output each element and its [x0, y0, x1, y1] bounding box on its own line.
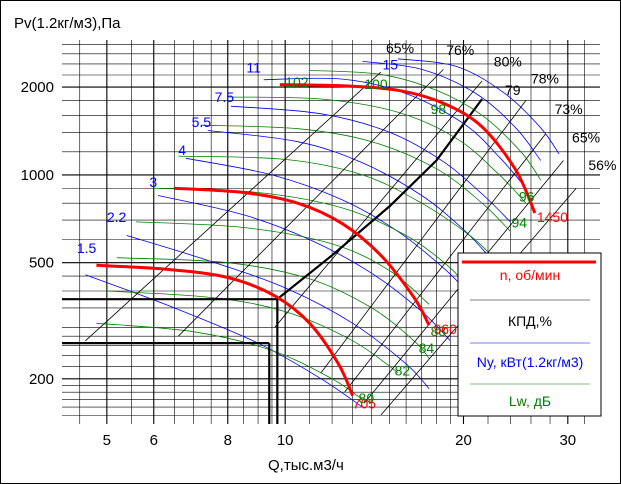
speed-curve-960 [174, 186, 431, 327]
efficiency-label: 80% [494, 54, 522, 70]
efficiency-label: 65% [572, 130, 600, 146]
x-tick-label: 6 [150, 432, 158, 449]
noise-curve [116, 257, 430, 359]
x-tick-label: 20 [455, 432, 472, 449]
best-efficiency-label: 79 [505, 82, 521, 98]
power-label: 1.5 [77, 240, 97, 256]
noise-label: 82 [395, 363, 411, 379]
noise-curve [227, 96, 527, 204]
speed-curves [96, 83, 537, 397]
power-label: 4 [178, 142, 186, 158]
power-curve [263, 77, 527, 189]
efficiency-line [177, 69, 444, 337]
noise-label: 100 [364, 76, 388, 92]
power-curve [397, 58, 560, 155]
grid [62, 40, 600, 424]
legend-box [457, 252, 602, 417]
efficiency-label: 73% [555, 101, 583, 117]
noise-curve [178, 155, 495, 258]
power-label: 15 [383, 56, 399, 72]
efficiency-label: 78% [531, 70, 559, 86]
legend: n, об/мин КПД,% Ny, кВт(1.2кг/м3) Lw, дБ [457, 252, 602, 417]
noise-curve [106, 290, 399, 373]
noise-label: 94 [511, 215, 527, 231]
noise-label: 80 [359, 390, 375, 406]
axis-ticks: 5 6 8 10 20 30 200 500 1000 2000 [21, 79, 577, 449]
power-label: 11 [246, 60, 261, 76]
legend-label: КПД,% [508, 313, 552, 329]
power-curve [85, 274, 363, 408]
legend-label: Ny, кВт(1.2кг/м3) [477, 354, 584, 370]
efficiency-label: 56% [588, 157, 616, 173]
efficiency-line [320, 100, 527, 373]
speed-label: 960 [434, 321, 458, 337]
noise-label: 102 [285, 74, 309, 90]
noise-curve [309, 70, 542, 181]
x-tick-label: 5 [103, 432, 111, 449]
y-tick-label: 1000 [21, 167, 54, 184]
power-curve [230, 105, 511, 223]
noise-curve [200, 124, 511, 232]
x-axis-title: Q,тыс.м3/ч [268, 457, 344, 474]
noise-label: 84 [419, 340, 435, 356]
power-curve [207, 130, 489, 256]
y-tick-label: 500 [29, 255, 54, 272]
noise-label: 88 [431, 323, 447, 339]
curve-labels: 65% 76% 80% 78% 73% 65% 56% 79 1.5 2.2 3 4 5.57.5 11 1… [77, 40, 617, 412]
power-curve [185, 157, 471, 295]
speed-label: 1450 [537, 209, 568, 225]
power-curve [126, 235, 430, 389]
legend-label: n, об/мин [500, 267, 560, 283]
speed-curve-705 [96, 263, 355, 397]
operating-point-lines [62, 298, 279, 424]
efficiency-line [344, 133, 546, 393]
efficiency-line [85, 71, 382, 342]
power-curve [362, 61, 542, 161]
speed-label: 705 [353, 396, 377, 412]
best-efficiency-line [276, 98, 483, 301]
x-tick-label: 10 [277, 432, 294, 449]
speed-curve-1450 [279, 83, 537, 214]
legend-label: Lw, дБ [509, 393, 551, 409]
efficiency-label: 65% [386, 40, 414, 56]
y-tick-label: 2000 [21, 79, 54, 96]
noise-label: 96 [519, 189, 535, 205]
power-label: 7.5 [215, 89, 235, 105]
efficiency-lines [85, 69, 577, 416]
efficiency-line [274, 80, 483, 328]
efficiency-label: 76% [446, 42, 474, 58]
power-label: 2.2 [107, 209, 127, 225]
noise-label: 98 [431, 101, 447, 117]
x-tick-label: 30 [559, 432, 576, 449]
y-axis-title: Pv(1.2кг/м3),Па [14, 15, 121, 32]
x-tick-label: 8 [224, 432, 232, 449]
power-label: 3 [149, 174, 157, 190]
y-tick-label: 200 [29, 371, 54, 388]
noise-curve [96, 322, 363, 400]
power-label: 5.5 [192, 114, 212, 130]
